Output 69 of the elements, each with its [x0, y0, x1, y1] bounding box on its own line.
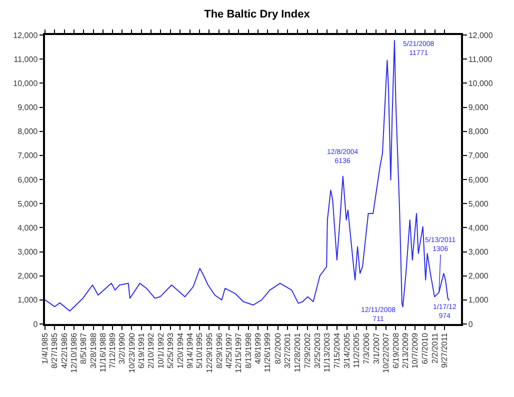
x-tick-label: 5/10/1995 — [195, 332, 204, 369]
x-tick-label: 11/16/1988 — [98, 332, 108, 372]
x-tick-label: 2/10/1992 — [146, 332, 156, 369]
x-tick-label: 1/4/1985 — [40, 332, 50, 364]
x-tick-label: 12/15/1997 — [234, 332, 244, 373]
y2-tick-label: 2,000 — [468, 272, 489, 281]
x-tick-label: 7/3/2006 — [362, 332, 371, 364]
x-tick-label: 10/1/1992 — [156, 332, 166, 369]
x-tick-label: 2/2/2011 — [430, 332, 440, 364]
x-tick-label: 6/19/2008 — [391, 332, 400, 369]
y-tick-label: 8,000 — [18, 127, 38, 136]
y-tick-label: 1,000 — [18, 296, 38, 305]
x-tick-label: 12/29/1995 — [204, 332, 214, 373]
y2-tick-label: 8,000 — [468, 127, 489, 136]
x-tick-label: 5/25/1993 — [166, 332, 175, 369]
y2-tick-label: 3,000 — [468, 248, 489, 257]
x-tick-label: 8/29/1996 — [214, 332, 224, 369]
x-tick-label: 10/23/1990 — [127, 332, 136, 373]
x-tick-label: 3/14/2005 — [342, 332, 352, 369]
x-tick-label: 7/29/2002 — [303, 332, 312, 369]
x-tick-label: 3/27/2001 — [283, 332, 292, 369]
y-tick-label: 3,000 — [18, 248, 38, 257]
y-tick-label: 12,000 — [13, 30, 38, 40]
x-tick-label: 4/8/1999 — [254, 332, 263, 364]
x-tick-label: 6/7/2010 — [420, 332, 430, 364]
y2-tick-label: 7,000 — [468, 151, 489, 160]
y2-tick-label: 10,000 — [468, 78, 494, 88]
x-tick-label: 8/2/2000 — [273, 332, 282, 364]
x-tick-label: 8/13/1998 — [244, 332, 253, 369]
y-tick-label: 5,000 — [18, 199, 38, 208]
x-tick-label: 11/2/2005 — [352, 332, 361, 368]
y-tick-label: 10,000 — [13, 78, 38, 88]
y-tick-label: 4,000 — [18, 223, 38, 232]
x-tick-label: 3/25/2003 — [312, 332, 322, 369]
y-tick-label: 9,000 — [18, 103, 38, 112]
x-tick-label: 7/15/2004 — [332, 332, 342, 369]
y-tick-label: 11,000 — [14, 54, 38, 64]
x-tick-label: 2/13/2009 — [401, 332, 410, 369]
x-tick-label: 11/13/2003 — [322, 332, 332, 372]
y2-tick-label: 4,000 — [468, 223, 489, 232]
x-tick-label: 8/5/1987 — [79, 332, 88, 364]
x-tick-label: 12/10/1986 — [69, 332, 78, 373]
x-tick-label: 10/7/2009 — [410, 332, 420, 369]
y2-tick-label: 0 — [468, 320, 474, 329]
y2-tick-label: 11,000 — [468, 54, 493, 64]
y2-tick-label: 6,000 — [468, 175, 489, 184]
y-tick-label: 2,000 — [18, 272, 38, 281]
chart-title: The Baltic Dry Index — [204, 8, 311, 21]
x-tick-label: 10/22/2007 — [381, 332, 390, 373]
x-tick-label: 3/2/1990 — [118, 332, 127, 364]
x-tick-label: 9/14/1994 — [186, 332, 194, 369]
x-tick-label: 8/27/1985 — [50, 332, 60, 369]
y-tick-label: 7,000 — [18, 151, 38, 160]
x-tick-label: 4/25/1997 — [224, 332, 234, 369]
x-tick-label: 11/26/1999 — [263, 332, 272, 372]
x-tick-label: 6/19/1991 — [137, 332, 146, 369]
x-tick-label: 3/28/1988 — [88, 332, 98, 369]
y-tick-label: 6,000 — [18, 175, 38, 184]
x-tick-label: 4/22/1986 — [60, 332, 69, 369]
x-tick-label: 9/27/2011 — [440, 332, 450, 368]
y2-tick-label: 1,000 — [468, 296, 489, 305]
y-tick-label: 0 — [33, 320, 38, 329]
x-tick-label: 3/1/2007 — [372, 332, 381, 364]
x-tick-label: 1/20/1994 — [176, 332, 185, 369]
y2-tick-label: 9,000 — [468, 103, 489, 112]
y2-tick-label: 12,000 — [468, 30, 494, 40]
x-tick-label: 7/12/1989 — [108, 332, 118, 369]
x-tick-label: 11/28/2001 — [293, 332, 302, 372]
y2-tick-label: 5,000 — [468, 199, 489, 208]
